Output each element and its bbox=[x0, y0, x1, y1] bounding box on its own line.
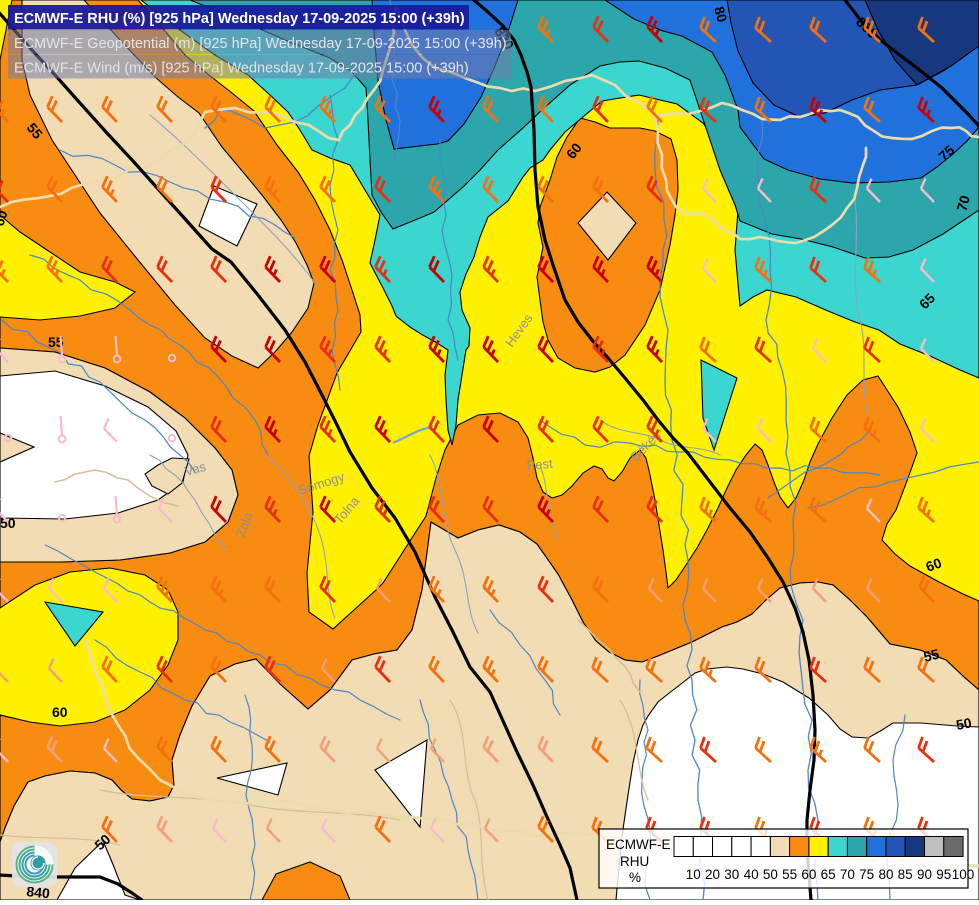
svg-text:840: 840 bbox=[26, 883, 51, 900]
svg-text:10: 10 bbox=[686, 867, 701, 882]
svg-text:ECMWF-E Geopotential (m) [925: ECMWF-E Geopotential (m) [925 hPa] Wedne… bbox=[14, 36, 507, 52]
svg-text:20: 20 bbox=[705, 867, 720, 882]
svg-text:60: 60 bbox=[924, 554, 944, 574]
svg-text:80: 80 bbox=[711, 5, 731, 24]
svg-text:70: 70 bbox=[840, 867, 855, 882]
svg-text:30: 30 bbox=[724, 867, 739, 882]
svg-text:50: 50 bbox=[955, 714, 973, 732]
svg-text:85: 85 bbox=[898, 867, 913, 882]
svg-text:ECMWF-E RHU (%) [925 hPa] Wedn: ECMWF-E RHU (%) [925 hPa] Wednesday 17-0… bbox=[14, 11, 465, 27]
svg-text:90: 90 bbox=[917, 867, 932, 882]
svg-text:95: 95 bbox=[936, 867, 951, 882]
svg-text:ECMWF-E: ECMWF-E bbox=[606, 837, 671, 852]
svg-text:75: 75 bbox=[859, 867, 874, 882]
svg-text:80: 80 bbox=[878, 867, 893, 882]
svg-text:50: 50 bbox=[763, 867, 778, 882]
svg-text:60: 60 bbox=[801, 867, 816, 882]
svg-text:70: 70 bbox=[953, 193, 973, 212]
svg-text:65: 65 bbox=[821, 867, 836, 882]
svg-text:Pest: Pest bbox=[526, 456, 554, 473]
svg-text:60: 60 bbox=[0, 208, 11, 228]
svg-text:40: 40 bbox=[744, 867, 759, 882]
svg-text:ECMWF-E Wind (m/s) [925 hPa] W: ECMWF-E Wind (m/s) [925 hPa] Wednesday 1… bbox=[14, 61, 469, 77]
svg-text:100: 100 bbox=[952, 867, 975, 882]
svg-text:55: 55 bbox=[782, 867, 797, 882]
svg-text:RHU: RHU bbox=[620, 854, 649, 869]
svg-text:%: % bbox=[629, 870, 641, 885]
svg-text:60: 60 bbox=[52, 704, 68, 720]
svg-text:55: 55 bbox=[922, 646, 941, 665]
svg-text:Vas: Vas bbox=[183, 459, 208, 479]
